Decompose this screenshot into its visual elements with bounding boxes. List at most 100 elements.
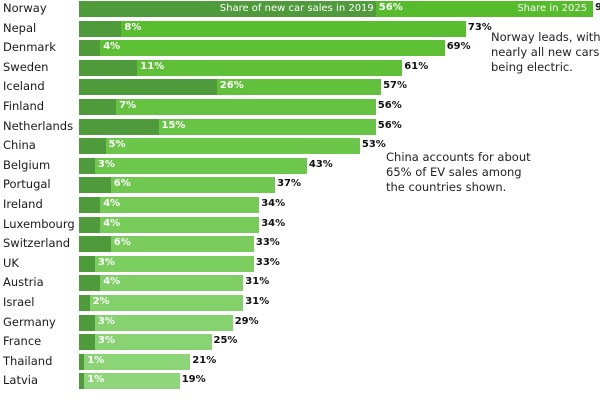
bar-2025: 26% [79,79,382,96]
label-2025: 34% [261,198,286,209]
label-2019: 4% [103,217,121,229]
bar-2019 [79,295,90,311]
country-label: Portugal [3,177,51,192]
country-label: Netherlands [3,118,74,133]
bar-2025: 3% [79,157,307,174]
bar-2025: 4% [79,216,260,233]
label-2019: 2% [92,296,110,307]
annotation-line: China accounts for about [386,150,531,164]
bar-2025: 5% [79,138,360,155]
annotation-line: nearly all new cars [491,45,600,59]
country-label: Israel [3,295,35,309]
label-2025: 21% [192,354,217,366]
label-2025: 33% [255,237,280,249]
bar-2019 [79,334,95,351]
label-2019: 5% [108,139,126,151]
label-2025: 53% [361,139,386,151]
label-2025: 56% [377,100,402,111]
country-label: Switzerland [3,236,71,251]
label-2019: 7% [119,100,137,111]
country-label: Finland [3,99,45,113]
label-2025: 25% [213,335,238,347]
bar-2025: 3% [79,334,212,351]
country-label: Austria [3,275,44,290]
bar-2025: 3% [79,314,233,331]
bar-2025: 56% Share of new car sales in 2019 Share i… [79,1,594,17]
label-2019: 8% [124,21,142,33]
label-2025: 56% [377,119,402,131]
label-2019: 6% [113,178,131,190]
label-2025: 43% [308,158,333,170]
bar-2019 [79,255,95,272]
label-2019: 15% [161,119,186,131]
bar-2025: 2% [79,295,244,311]
label-2019: 1% [87,374,105,386]
bar-2025: 1% [79,373,180,390]
label-2025: 97 [595,2,600,13]
annotation-line: the countries shown. [386,180,507,194]
country-label: Luxembourg [3,216,75,231]
annotation-line: 65% of EV sales among [386,165,522,179]
annotation: Norway leads, with nearly all new cars bei… [491,30,600,75]
label-2019: 56% [378,2,403,13]
bar-2019 [79,1,376,17]
label-2025: 29% [234,315,259,327]
country-label: Thailand [3,353,53,368]
country-label: UK [3,255,19,270]
bar-2025: 8% [79,20,466,37]
bar-2019 [79,99,117,115]
country-label: Denmark [3,40,56,55]
label-2019: 3% [97,335,115,347]
bar-2019 [79,118,159,135]
country-label: China [3,138,36,153]
bar-2019 [79,275,101,292]
bar-2019 [79,79,217,96]
bar-2019 [79,216,101,233]
label-2025: 34% [261,217,286,229]
label-2025: 57% [383,80,408,92]
bar-2025: 4% [79,40,445,57]
label-2025: 31% [245,276,270,288]
legend-2025: Share in 2025 [517,3,588,14]
country-label: Germany [3,314,56,329]
label-2019: 1% [87,354,105,366]
bar-2025: 4% [79,275,244,292]
bar-2019 [79,314,95,331]
bar-2019 [79,40,101,57]
bar-2025: 11% [79,59,403,76]
legend-2019: Share of new car sales in 2019 [219,3,374,14]
annotation: China accounts for about 65% of EV sales … [386,150,531,195]
annotation-line: being electric. [491,60,573,74]
label-2025: 69% [446,41,471,53]
bar-2025: 6% [79,236,254,253]
label-2025: 73% [467,21,492,33]
country-label: Norway [3,1,47,15]
bar-2019 [79,236,111,253]
bar-2019 [79,138,106,155]
country-label: Latvia [3,373,39,388]
bar-2019 [79,177,111,194]
bar-2019 [79,353,85,370]
label-2019: 3% [97,158,115,170]
bar-2025: 4% [79,197,260,213]
country-label: Nepal [3,20,37,35]
bar-2019 [79,157,95,174]
country-label: Sweden [3,59,49,74]
label-2019: 4% [103,276,121,288]
label-2019: 6% [113,237,131,249]
label-2025: 31% [245,296,270,307]
country-label: Belgium [3,157,51,172]
bar-2019 [79,373,85,390]
label-2019: 3% [97,315,115,327]
bar-2025: 7% [79,99,376,115]
label-2019: 26% [219,80,244,92]
bar-2019 [79,197,101,213]
label-2019: 3% [97,256,115,268]
label-2025: 33% [255,256,280,268]
bar-2025: 1% [79,353,191,370]
label-2025: 37% [277,178,302,190]
country-label: Ireland [3,197,43,211]
bar-2025: 6% [79,177,276,194]
bar-2025: 3% [79,255,254,272]
